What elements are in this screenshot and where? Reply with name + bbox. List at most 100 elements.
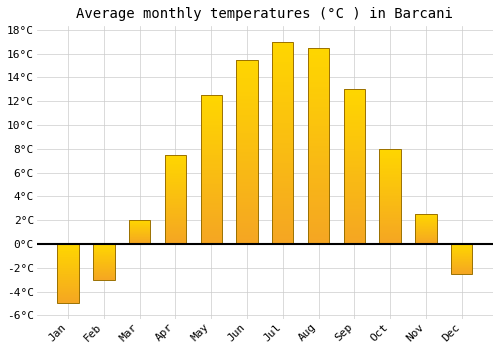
Bar [58, 296, 79, 297]
Bar [200, 181, 222, 183]
Bar [415, 224, 436, 225]
Bar [200, 125, 222, 127]
Bar [200, 156, 222, 159]
Bar [58, 300, 79, 301]
Bar [272, 203, 293, 206]
Bar [165, 232, 186, 233]
Bar [58, 270, 79, 271]
Bar [200, 196, 222, 197]
Bar [272, 211, 293, 213]
Bar [344, 223, 365, 225]
Bar [308, 161, 330, 163]
Bar [272, 103, 293, 105]
Bar [272, 186, 293, 188]
Bar [200, 205, 222, 207]
Bar [236, 163, 258, 166]
Bar [236, 62, 258, 64]
Bar [200, 227, 222, 229]
Bar [344, 99, 365, 101]
Bar [344, 122, 365, 124]
Bar [272, 176, 293, 178]
Bar [165, 184, 186, 185]
Bar [344, 173, 365, 174]
Bar [200, 234, 222, 237]
Bar [380, 178, 401, 180]
Bar [308, 144, 330, 146]
Bar [93, 276, 114, 277]
Bar [272, 125, 293, 128]
Bar [415, 218, 436, 219]
Bar [93, 277, 114, 278]
Bar [380, 180, 401, 181]
Bar [200, 172, 222, 173]
Bar [308, 121, 330, 124]
Bar [308, 117, 330, 119]
Bar [380, 243, 401, 244]
Bar [451, 249, 472, 250]
Bar [451, 248, 472, 249]
Bar [165, 155, 186, 244]
Bar [272, 118, 293, 120]
Bar [236, 108, 258, 110]
Bar [165, 158, 186, 159]
Bar [272, 224, 293, 226]
Bar [380, 224, 401, 225]
Bar [344, 213, 365, 215]
Bar [380, 149, 401, 150]
Bar [200, 108, 222, 110]
Bar [344, 194, 365, 196]
Bar [308, 188, 330, 190]
Bar [344, 149, 365, 151]
Bar [380, 167, 401, 168]
Bar [93, 275, 114, 276]
Bar [344, 108, 365, 111]
Bar [344, 182, 365, 184]
Bar [236, 230, 258, 232]
Bar [308, 124, 330, 126]
Bar [58, 295, 79, 296]
Bar [344, 197, 365, 199]
Bar [272, 140, 293, 143]
Bar [451, 259, 472, 260]
Bar [236, 180, 258, 182]
Bar [272, 85, 293, 87]
Bar [415, 215, 436, 216]
Bar [344, 93, 365, 95]
Bar [200, 222, 222, 224]
Bar [200, 231, 222, 233]
Bar [93, 276, 114, 277]
Bar [451, 257, 472, 258]
Bar [344, 163, 365, 165]
Bar [415, 219, 436, 220]
Bar [451, 255, 472, 256]
Bar [200, 210, 222, 212]
Bar [200, 99, 222, 101]
Bar [272, 171, 293, 173]
Bar [200, 151, 222, 153]
Bar [236, 85, 258, 87]
Bar [380, 155, 401, 156]
Bar [308, 50, 330, 52]
Bar [451, 269, 472, 270]
Bar [272, 67, 293, 70]
Bar [415, 227, 436, 228]
Bar [272, 143, 293, 145]
Bar [308, 82, 330, 84]
Bar [380, 200, 401, 201]
Bar [165, 216, 186, 217]
Bar [200, 188, 222, 190]
Bar [93, 244, 114, 280]
Bar [93, 262, 114, 263]
Bar [272, 158, 293, 161]
Bar [451, 270, 472, 271]
Bar [308, 92, 330, 94]
Bar [93, 247, 114, 248]
Bar [236, 60, 258, 244]
Bar [308, 217, 330, 219]
Bar [380, 164, 401, 166]
Bar [200, 212, 222, 214]
Bar [236, 152, 258, 154]
Bar [58, 245, 79, 246]
Bar [272, 100, 293, 103]
Bar [58, 269, 79, 270]
